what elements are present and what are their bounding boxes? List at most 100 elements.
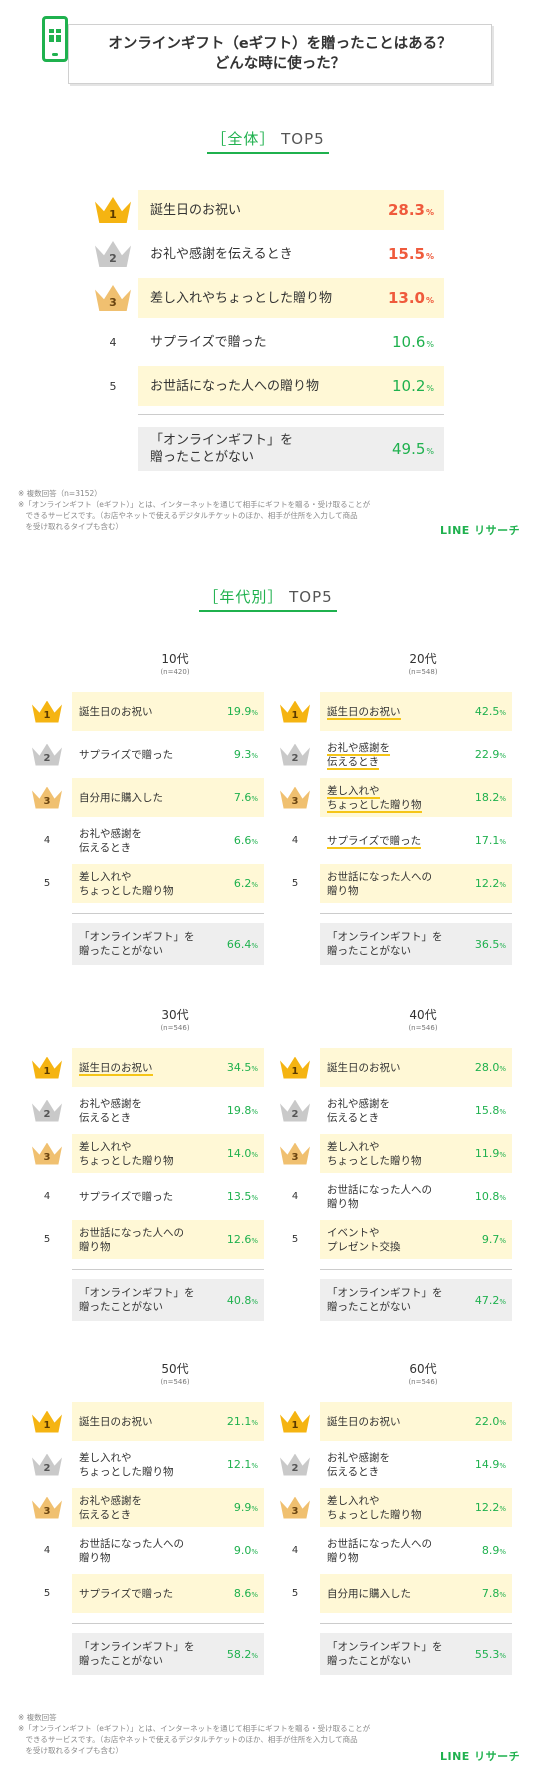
overall-section-title: ［全体］ TOP5 — [0, 128, 536, 154]
age-panel-10代: 10代 (n=420) 1 誕生日のお祝い 19.9% 2 サプライズで贈った 9.3% 3 自分… — [28, 650, 264, 966]
age-panel-60代: 60代 (n=546) 1 誕生日のお祝い 22.0% 2 お礼や感謝を 伝えるとき 14.9%… — [276, 1360, 512, 1676]
title-line-2: どんな時に使った？ — [214, 56, 346, 72]
panel-row: 4 サプライズで贈った 13.5% — [43, 1190, 258, 1203]
panel-row: 4 お世話になった人への 贈り物 8.9% — [291, 1537, 506, 1564]
overall-row-1: 1 誕生日のお祝い 28.3% — [92, 188, 444, 232]
overall-ranking: 1 誕生日のお祝い 28.3% 2 お礼や感謝を伝えるとき 15.5% 3 差し入れ… — [92, 188, 444, 471]
panel-title: 30代 — [161, 1008, 189, 1022]
overall-row-2: 2 お礼や感謝を伝えるとき 15.5% — [92, 232, 444, 276]
bronze-crown-icon: 3 — [95, 285, 131, 311]
silver-crown-icon: 2 — [32, 1099, 62, 1122]
overall-row-5: 5 お世話になった人への贈り物 10.2% — [92, 364, 444, 408]
silver-crown-icon: 2 — [95, 241, 131, 267]
panel-row: 1 誕生日のお祝い 42.5% — [276, 690, 512, 733]
panel-row-none: 「オンラインギフト」を 贈ったことがない 58.2% — [28, 1633, 264, 1676]
footnotes-bottom: ※ 複数回答 ※「オンラインギフト（eギフト）」とは、インターネットを通じて相手… — [18, 1713, 371, 1755]
panel-row: 1 誕生日のお祝い 34.5% — [28, 1046, 264, 1089]
age-panel-20代: 20代 (n=548) 1 誕生日のお祝い 42.5% 2 お礼や感謝を 伝えるとき 22.9%… — [276, 650, 512, 966]
silver-crown-icon: 2 — [32, 743, 62, 766]
panel-row: 2 お礼や感謝を 伝えるとき 22.9% — [276, 733, 512, 776]
panel-row: 5 自分用に購入した 7.8% — [276, 1572, 512, 1615]
panel-row: 3 差し入れや ちょっとした贈り物 18.2% — [276, 776, 512, 819]
panel-row: 1 誕生日のお祝い 21.1% — [28, 1400, 264, 1443]
panel-row: 2 お礼や感謝を 伝えるとき 14.9% — [276, 1443, 512, 1486]
silver-crown-icon: 2 — [280, 1099, 310, 1122]
divider — [72, 1269, 264, 1270]
panel-row: 2 サプライズで贈った 9.3% — [28, 733, 264, 776]
panel-row: 3 差し入れや ちょっとした贈り物 14.0% — [28, 1132, 264, 1175]
overall-row-4: 4 サプライズで贈った 10.6% — [109, 333, 435, 351]
page-title: オンラインギフト（eギフト）を贈ったことはある？ どんな時に使った？ — [68, 24, 492, 84]
panel-row: 3 差し入れや ちょっとした贈り物 11.9% — [276, 1132, 512, 1175]
panel-row: 2 お礼や感謝を 伝えるとき 15.8% — [276, 1089, 512, 1132]
panel-row: 2 お礼や感謝を 伝えるとき 19.8% — [28, 1089, 264, 1132]
panel-title: 40代 — [409, 1008, 437, 1022]
divider — [72, 1623, 264, 1624]
divider — [320, 1269, 512, 1270]
gold-crown-icon: 1 — [95, 197, 131, 223]
panel-row: 1 誕生日のお祝い 22.0% — [276, 1400, 512, 1443]
age-section-title: ［年代別］ TOP5 — [0, 586, 536, 612]
panel-row: 5 イベントや プレゼント交換 9.7% — [276, 1218, 512, 1261]
header: オンラインギフト（eギフト）を贈ったことはある？ どんな時に使った？ — [42, 16, 492, 84]
age-panel-30代: 30代 (n=546) 1 誕生日のお祝い 34.5% 2 お礼や感謝を 伝えるとき 19.8%… — [28, 1006, 264, 1322]
bronze-crown-icon: 3 — [32, 1496, 62, 1519]
bronze-crown-icon: 3 — [280, 1496, 310, 1519]
panel-sample-size: (n=420) — [160, 668, 190, 676]
panel-row: 5 お世話になった人への 贈り物 12.2% — [276, 862, 512, 905]
overall-section-label: 全体 — [227, 130, 260, 148]
panel-sample-size: (n=548) — [408, 668, 438, 676]
panel-sample-size: (n=546) — [408, 1024, 438, 1032]
panel-title: 10代 — [161, 652, 189, 666]
panel-row: 1 誕生日のお祝い 19.9% — [28, 690, 264, 733]
panel-row: 4 サプライズで贈った 17.1% — [291, 834, 506, 849]
panel-sample-size: (n=546) — [160, 1024, 190, 1032]
panel-title: 20代 — [409, 652, 437, 666]
panel-row-none: 「オンラインギフト」を 贈ったことがない 66.4% — [28, 923, 264, 966]
silver-crown-icon: 2 — [280, 743, 310, 766]
age-panel-50代: 50代 (n=546) 1 誕生日のお祝い 21.1% 2 差し入れや ちょっとした贈り物 12… — [28, 1360, 264, 1676]
overall-row-none: 「オンラインギフト」を 贈ったことがない 49.5% — [92, 427, 444, 471]
panel-row: 5 サプライズで贈った 8.6% — [28, 1572, 264, 1615]
header-box — [68, 24, 492, 84]
panel-row: 5 お世話になった人への 贈り物 12.6% — [28, 1218, 264, 1261]
panel-row: 4 お世話になった人への 贈り物 9.0% — [43, 1537, 258, 1564]
age-panel-40代: 40代 (n=546) 1 誕生日のお祝い 28.0% 2 お礼や感謝を 伝えるとき 15.8%… — [276, 1006, 512, 1322]
bronze-crown-icon: 3 — [32, 1142, 62, 1165]
gold-crown-icon: 1 — [32, 1410, 62, 1433]
gold-crown-icon: 1 — [32, 700, 62, 723]
divider — [320, 913, 512, 914]
bronze-crown-icon: 3 — [280, 1142, 310, 1165]
divider — [138, 414, 444, 415]
gold-crown-icon: 1 — [280, 1056, 310, 1079]
silver-crown-icon: 2 — [32, 1453, 62, 1476]
gold-crown-icon: 1 — [32, 1056, 62, 1079]
overall-row-3: 3 差し入れやちょっとした贈り物 13.0% — [92, 276, 444, 320]
bronze-crown-icon: 3 — [280, 786, 310, 809]
divider — [320, 1623, 512, 1624]
panel-row: 4 お世話になった人への 贈り物 10.8% — [291, 1183, 506, 1210]
gold-crown-icon: 1 — [280, 700, 310, 723]
footnotes-top: ※ 複数回答（n=3152） ※「オンラインギフト（eギフト）」とは、インターネ… — [18, 489, 371, 531]
panel-row-none: 「オンラインギフト」を 贈ったことがない 55.3% — [276, 1633, 512, 1676]
bronze-crown-icon: 3 — [32, 786, 62, 809]
panel-title: 50代 — [161, 1362, 189, 1376]
panel-row-none: 「オンラインギフト」を 贈ったことがない 40.8% — [28, 1279, 264, 1322]
panel-row: 3 差し入れや ちょっとした贈り物 12.2% — [276, 1486, 512, 1529]
panel-row: 3 お礼や感謝を 伝えるとき 9.9% — [28, 1486, 264, 1529]
phone-gift-icon — [42, 16, 68, 62]
silver-crown-icon: 2 — [280, 1453, 310, 1476]
brand-logo: LINE リサーチ — [440, 524, 521, 537]
title-line-1: オンラインギフト（eギフト）を贈ったことはある？ — [108, 36, 452, 52]
panel-sample-size: (n=546) — [160, 1378, 190, 1386]
panel-row: 3 自分用に購入した 7.6% — [28, 776, 264, 819]
panel-row: 2 差し入れや ちょっとした贈り物 12.1% — [28, 1443, 264, 1486]
panel-row-none: 「オンラインギフト」を 贈ったことがない 47.2% — [276, 1279, 512, 1322]
brand-logo-bottom: LINE リサーチ — [440, 1750, 521, 1763]
age-section-label: 年代別 — [219, 588, 268, 606]
panel-row: 1 誕生日のお祝い 28.0% — [276, 1046, 512, 1089]
divider — [72, 913, 264, 914]
gold-crown-icon: 1 — [280, 1410, 310, 1433]
panel-sample-size: (n=546) — [408, 1378, 438, 1386]
panel-row-none: 「オンラインギフト」を 贈ったことがない 36.5% — [276, 923, 512, 966]
